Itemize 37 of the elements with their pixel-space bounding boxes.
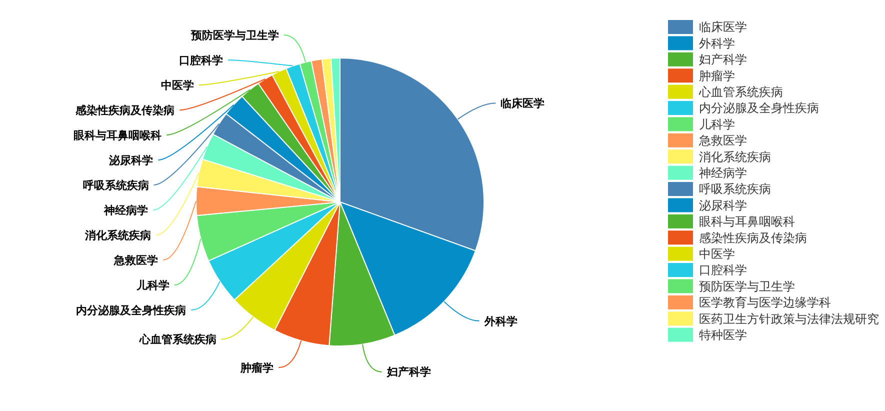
legend-label: 肿瘤学 <box>699 68 735 83</box>
slice-label: 心血管系统疾病 <box>138 333 216 346</box>
legend-label: 预防医学与卫生学 <box>699 279 795 294</box>
legend-label: 妇产科学 <box>699 52 747 67</box>
slice-label: 肿瘤学 <box>240 361 274 374</box>
slice-label: 眼科与耳鼻咽喉科 <box>74 128 162 142</box>
legend-label: 外科学 <box>699 36 735 50</box>
legend-label: 中医学 <box>699 247 735 261</box>
legend-label: 儿科学 <box>699 117 735 132</box>
slice-label: 呼吸系统疾病 <box>82 178 149 192</box>
slice-label: 神经病学 <box>103 204 148 217</box>
slice-label: 急救医学 <box>113 254 158 267</box>
legend-label: 心血管系统疾病 <box>698 85 783 99</box>
legend-label: 医药卫生方针政策与法律法规研究 <box>699 312 879 326</box>
slice-label: 消化系统疾病 <box>84 228 152 242</box>
slice-label: 感染性疾病及传染病 <box>74 104 175 117</box>
slice-label: 中医学 <box>160 78 194 92</box>
legend-label: 内分泌腺及全身性疾病 <box>699 101 819 116</box>
legend-label: 特种医学 <box>699 328 747 342</box>
legend-label: 急救医学 <box>698 134 747 148</box>
legend-label: 临床医学 <box>699 20 747 34</box>
legend-label: 感染性疾病及传染病 <box>699 230 807 245</box>
legend-label: 眼科与耳鼻咽喉科 <box>699 214 795 229</box>
slice-label: 妇产科学 <box>386 366 431 379</box>
legend-label: 泌尿科学 <box>699 198 747 212</box>
legend-label: 呼吸系统疾病 <box>699 182 771 196</box>
legend-label: 口腔科学 <box>699 263 747 278</box>
legend-label: 消化系统疾病 <box>699 150 771 164</box>
slice-label: 泌尿科学 <box>108 154 154 167</box>
slice-label: 内分泌腺及全身性疾病 <box>76 304 186 317</box>
slice-label: 预防医学与卫生学 <box>190 28 279 42</box>
slice-label: 外科学 <box>483 314 518 328</box>
slice-label: 口腔科学 <box>178 54 223 67</box>
legend-label: 神经病学 <box>699 166 747 180</box>
slice-label: 临床医学 <box>500 96 545 110</box>
slice-label: 儿科学 <box>135 278 170 292</box>
legend-label: 医学教育与医学边缘学科 <box>699 296 831 310</box>
